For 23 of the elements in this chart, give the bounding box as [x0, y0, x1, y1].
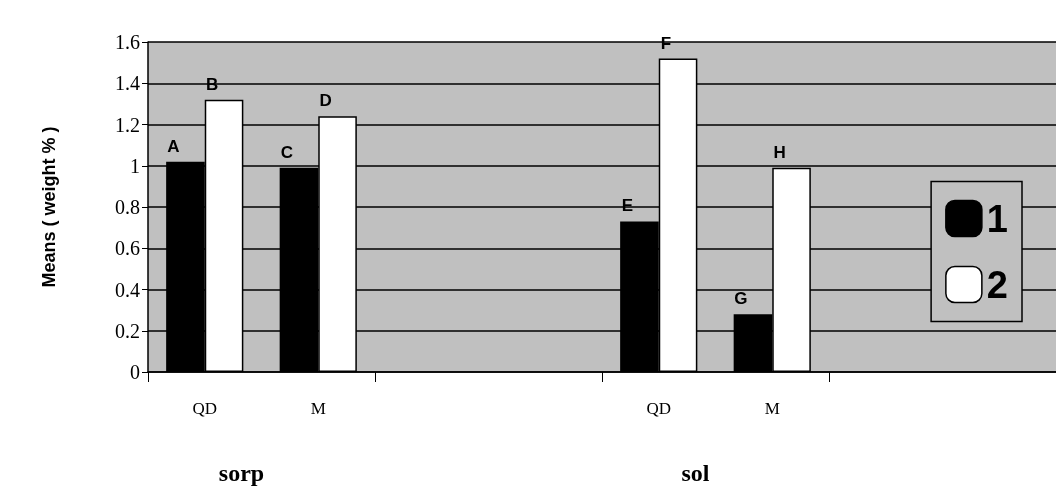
y-axis-title: Means ( weight % )	[39, 126, 59, 288]
legend-label: 1	[986, 197, 1009, 240]
y-tick-label: 1.4	[115, 72, 140, 95]
text: sol	[681, 460, 710, 486]
x-tick-label: M	[310, 399, 326, 418]
y-tick-label: 0.8	[115, 196, 140, 218]
y-tick-label: 0.4	[115, 278, 140, 301]
data-label: D	[319, 91, 332, 111]
y-tick-label: 0.6	[115, 237, 140, 260]
y-tick-label: 1	[130, 154, 140, 177]
data-label: G	[734, 289, 748, 309]
y-tick-label: 1.2	[115, 113, 140, 136]
legend-label: 2	[986, 263, 1009, 306]
data-label: H	[773, 142, 786, 162]
text: sorp	[218, 460, 265, 486]
data-label: C	[280, 142, 294, 162]
y-tick-label: 0.2	[115, 319, 140, 342]
x-tick-label: QD	[646, 399, 672, 418]
data-label: A	[167, 136, 180, 156]
x-tick-label: M	[764, 399, 780, 418]
y-tick-label: 1.6	[115, 31, 140, 53]
y-tick-label: 0	[130, 361, 140, 383]
x-tick-label: QD	[192, 399, 218, 418]
